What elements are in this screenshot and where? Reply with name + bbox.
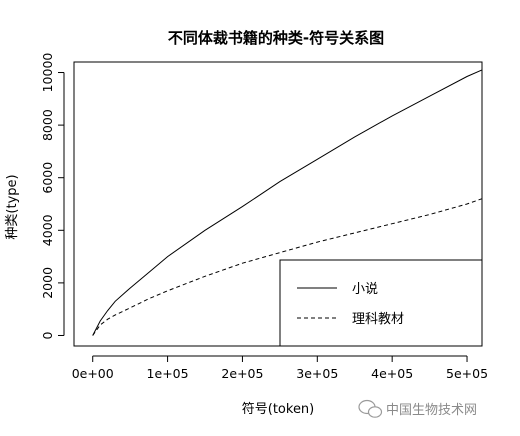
y-tick-label: 10000 — [40, 53, 55, 93]
series-layer — [92, 69, 483, 336]
x-axis: 0e+00 1e+05 2e+05 3e+05 4e+05 5e+05 — [72, 355, 488, 381]
y-axis-label: 种类(type) — [5, 174, 20, 239]
x-axis-label: 符号(token) — [242, 401, 315, 417]
series-line-textbook — [92, 198, 483, 336]
y-tick-label: 2000 — [40, 267, 55, 299]
x-tick-label: 5e+05 — [446, 366, 488, 381]
chart-title: 不同体裁书籍的种类-符号关系图 — [168, 29, 384, 47]
y-tick-label: 0 — [40, 331, 55, 339]
legend: 小说 理科教材 — [279, 259, 483, 347]
y-tick-label: 8000 — [40, 109, 55, 141]
x-tick-label: 2e+05 — [221, 366, 263, 381]
legend-label-novel: 小说 — [352, 282, 378, 297]
plot-frame — [73, 61, 483, 347]
x-tick-label: 4e+05 — [371, 366, 413, 381]
x-tick-label: 1e+05 — [147, 366, 189, 381]
wechat-icon — [358, 399, 383, 418]
watermark-text: 中国生物技术网 — [386, 403, 477, 418]
y-tick-label: 6000 — [40, 162, 55, 194]
legend-label-textbook: 理科教材 — [352, 311, 404, 327]
series-line-novel — [92, 69, 483, 336]
legend-box — [279, 259, 483, 347]
watermark: 中国生物技术网 — [358, 399, 477, 418]
x-tick-label: 0e+00 — [72, 366, 114, 381]
y-tick-label: 4000 — [40, 214, 55, 246]
x-tick-label: 3e+05 — [296, 366, 338, 381]
y-axis: 0 2000 4000 6000 8000 10000 — [40, 53, 65, 339]
